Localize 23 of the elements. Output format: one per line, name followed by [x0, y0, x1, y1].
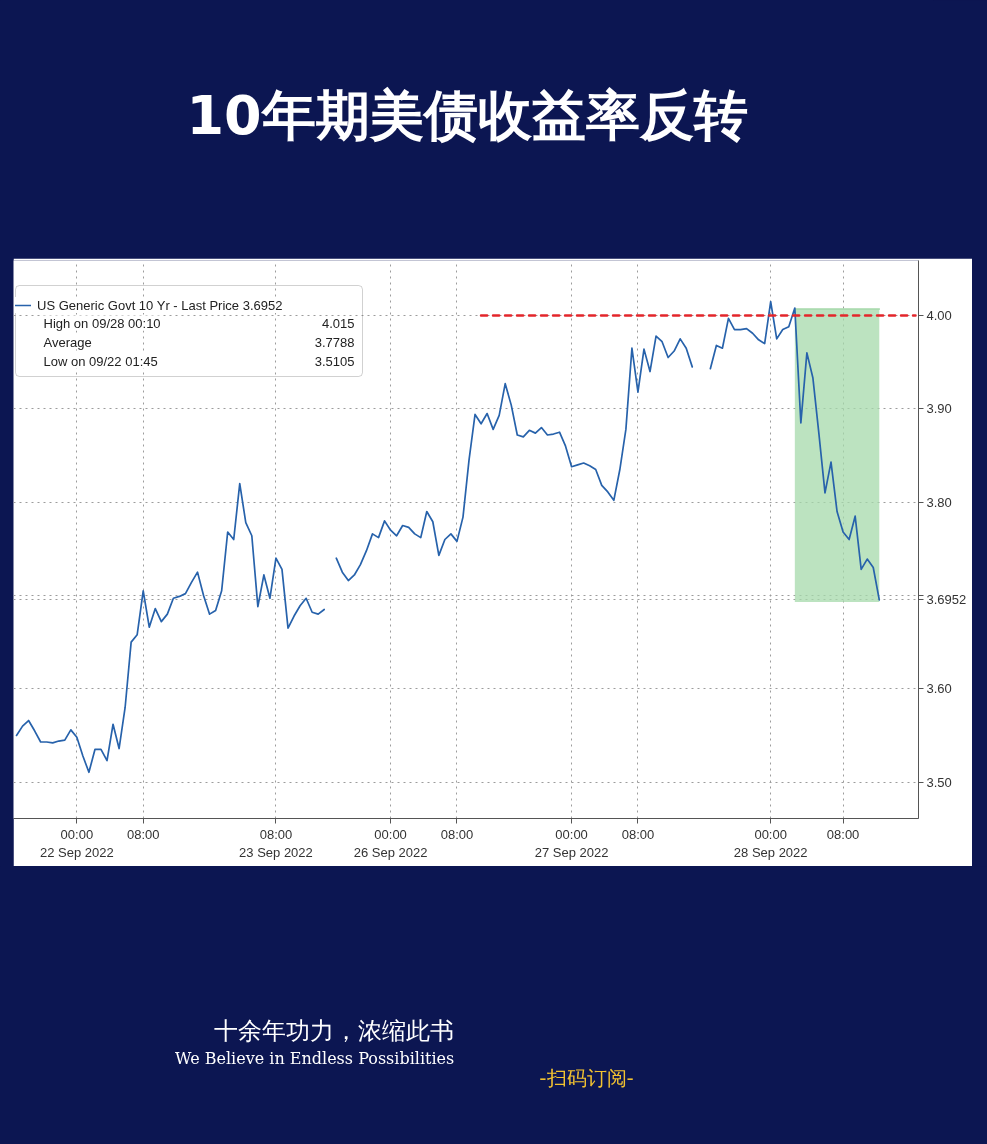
y-tick-label: 3.6952 — [926, 592, 967, 608]
text: High on 09/28 00:10 4.015 — [43, 315, 355, 331]
text: We Believe in Endless Possibilities — [175, 1049, 455, 1068]
y-tick-label: 3.60 — [926, 681, 952, 697]
x-tick-label: 08:00 — [826, 826, 860, 842]
x-tick-label: 00:00 27 Sep 2022 — [534, 826, 609, 860]
x-tick-label: 00:00 22 Sep 2022 — [39, 826, 114, 860]
x-tick-label: 08:00 — [621, 826, 655, 842]
legend-label: US Generic Govt 10 Yr - Last Price 3.6952 — [37, 297, 283, 313]
text: 十余年功力，浓缩此书 — [214, 1016, 455, 1045]
text: Average 3.7788 — [43, 334, 355, 350]
y-tick-label: 3.90 — [926, 401, 952, 417]
x-tick-label: 08:00 23 Sep 2022 — [239, 826, 313, 860]
text: Low on 09/22 01:45 3.5105 — [43, 353, 355, 369]
x-tick-label: 08:00 — [126, 826, 160, 842]
x-tick-label: 00:00 28 Sep 2022 — [733, 826, 808, 860]
y-tick-label: 3.50 — [926, 774, 952, 790]
x-tick-label: 00:00 26 Sep 2022 — [353, 826, 428, 860]
text: -扫码订阅- — [539, 1065, 634, 1090]
y-tick-label: 4.00 — [926, 308, 952, 324]
x-tick-label: 08:00 — [440, 826, 474, 842]
chart-title: 10年期美债收益率反转 — [186, 84, 748, 147]
y-tick-label: 3.80 — [926, 494, 952, 510]
